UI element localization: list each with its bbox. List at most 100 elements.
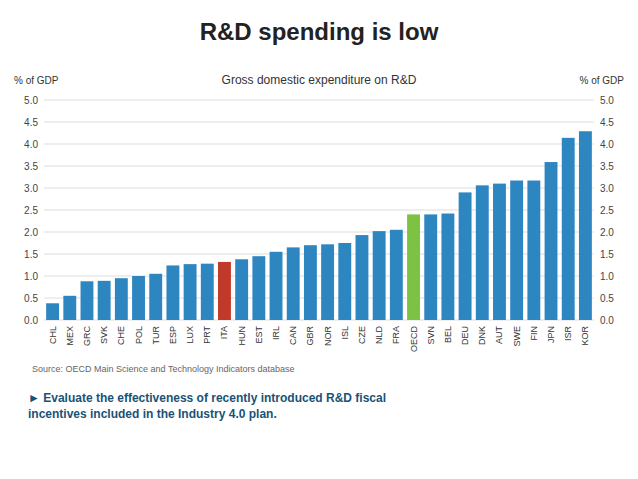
- x-tick-label: FIN: [529, 326, 539, 341]
- bar: [390, 230, 403, 320]
- grid-line: [44, 166, 594, 167]
- bar: [304, 245, 317, 320]
- bar: [63, 296, 76, 320]
- bar: [287, 247, 300, 320]
- bar: [46, 303, 59, 320]
- annotation-line: Source: OECD Main Science and Technology…: [32, 364, 295, 374]
- bar: [252, 256, 265, 320]
- annotation-line: incentives included in the Industry 4.0 …: [28, 407, 277, 421]
- bar: [338, 243, 351, 320]
- y2-axis-label: % of GDP: [580, 75, 625, 86]
- y-tick-label: 4.5: [24, 117, 38, 128]
- x-tick-label: CAN: [288, 326, 298, 345]
- bar: [201, 264, 214, 320]
- y-tick-label: 2.0: [24, 227, 38, 238]
- grid-line: [44, 122, 594, 123]
- y2-tick-label: 0.0: [600, 315, 614, 326]
- y2-tick-label: 2.5: [600, 205, 614, 216]
- x-tick-label: SVK: [99, 326, 109, 344]
- bar: [166, 265, 179, 320]
- y2-tick-label: 4.0: [600, 139, 614, 150]
- y-tick-label: 2.5: [24, 205, 38, 216]
- bar: [493, 184, 506, 320]
- x-tick-label: DEU: [460, 326, 470, 345]
- grid-line: [44, 100, 594, 101]
- x-tick-label: NLD: [374, 326, 384, 345]
- bars: [46, 131, 592, 320]
- bar: [321, 244, 334, 320]
- x-tick-label: CZE: [357, 326, 367, 344]
- y2-tick-label: 3.0: [600, 183, 614, 194]
- bar: [441, 214, 454, 320]
- x-tick-label: ISL: [340, 326, 350, 340]
- y-tick-label: 3.5: [24, 161, 38, 172]
- x-tick-label: ISR: [563, 326, 573, 342]
- x-tick-label: SWE: [512, 326, 522, 347]
- y-tick-label: 3.0: [24, 183, 38, 194]
- x-tick-label: POL: [134, 326, 144, 344]
- x-tick-label: NOR: [323, 326, 333, 347]
- x-tick-label: GRC: [82, 326, 92, 347]
- x-tick-label: BEL: [443, 326, 453, 343]
- x-tick-label: MEX: [65, 326, 75, 346]
- bar: [510, 181, 523, 320]
- x-tick-label: HUN: [237, 326, 247, 346]
- bar: [270, 252, 283, 320]
- bar: [81, 281, 94, 320]
- y-tick-label: 1.0: [24, 271, 38, 282]
- x-tick-label: SVN: [426, 326, 436, 345]
- bar: [218, 262, 231, 320]
- y-axis-label: % of GDP: [14, 75, 59, 86]
- source-note: Source: OECD Main Science and Technology…: [32, 364, 295, 374]
- grid: [44, 100, 594, 320]
- x-tick-label: ESP: [168, 326, 178, 344]
- y2-tick-label: 0.5: [600, 293, 614, 304]
- y-tick-label: 0.0: [24, 315, 38, 326]
- y2-tick-label: 5.0: [600, 95, 614, 106]
- bar: [562, 138, 575, 320]
- bar: [459, 192, 472, 320]
- x-tick-label: IRL: [271, 326, 281, 340]
- y2-tick-label: 3.5: [600, 161, 614, 172]
- chart: R&D spending is low Gross domestic expend…: [0, 0, 638, 479]
- y-tick-label: 1.5: [24, 249, 38, 260]
- bar: [545, 162, 558, 320]
- y2-tick-label: 4.5: [600, 117, 614, 128]
- bar: [424, 214, 437, 320]
- bar: [356, 235, 369, 320]
- title: R&D spending is low: [200, 18, 439, 45]
- x-tick-label: FRA: [391, 326, 401, 344]
- x-tick-label: OECD: [409, 326, 419, 353]
- x-tick-label: TUR: [151, 326, 161, 345]
- bar: [527, 181, 540, 320]
- bar: [476, 185, 489, 320]
- x-tick-label: JPN: [546, 326, 556, 343]
- y2-tick-label: 1.0: [600, 271, 614, 282]
- x-tick-label: DNK: [477, 326, 487, 345]
- x-tick-label: PRT: [202, 326, 212, 344]
- bar: [115, 278, 128, 320]
- y2-tick-label: 2.0: [600, 227, 614, 238]
- bar: [184, 264, 197, 320]
- x-tick-label: CHL: [48, 326, 58, 344]
- grid-line: [44, 144, 594, 145]
- subtitle: Gross domestic expenditure on R&D: [222, 73, 417, 87]
- annotation-line: ► Evaluate the effectiveness of recently…: [28, 391, 386, 405]
- bar: [373, 231, 386, 320]
- x-tick-label: CHE: [116, 326, 126, 345]
- bar: [132, 276, 145, 320]
- annotation: ► Evaluate the effectiveness of recently…: [28, 391, 386, 421]
- x-tick-label: LUX: [185, 326, 195, 344]
- bar: [149, 274, 162, 320]
- x-tick-label: AUT: [494, 325, 504, 344]
- bar: [407, 214, 420, 320]
- y2-tick-label: 1.5: [600, 249, 614, 260]
- x-tick-label: ITA: [219, 326, 229, 339]
- bar: [235, 259, 248, 320]
- x-tick-label: EST: [254, 326, 264, 344]
- bar: [579, 131, 592, 320]
- y-tick-label: 4.0: [24, 139, 38, 150]
- x-tick-label: KOR: [580, 326, 590, 346]
- x-tick-label: GBR: [305, 326, 315, 346]
- y-tick-label: 0.5: [24, 293, 38, 304]
